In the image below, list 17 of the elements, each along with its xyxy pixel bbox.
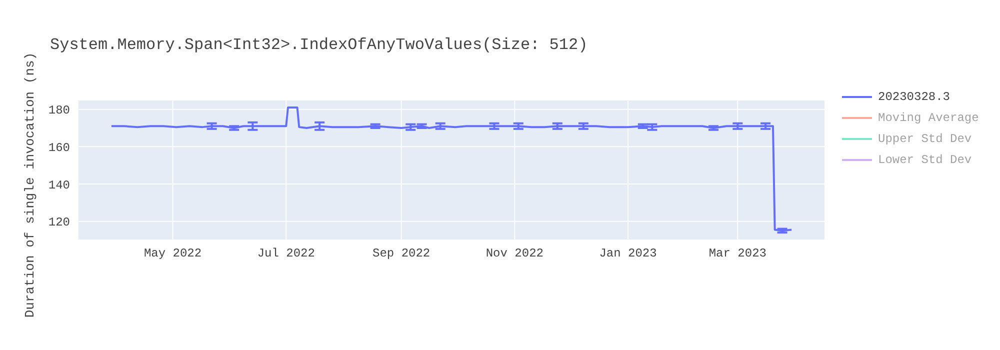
y-tick-label: 120: [48, 216, 70, 230]
x-tick-label: Sep 2022: [372, 246, 430, 261]
legend-label: Upper Std Dev: [878, 132, 972, 146]
line-series: [110, 106, 793, 232]
y-tick-label: 180: [48, 104, 70, 118]
x-tick-label: Mar 2023: [708, 246, 766, 261]
y-tick-label: 160: [48, 140, 70, 155]
y-axis-title: Duration of single invocation (ns): [22, 52, 38, 318]
x-tick-label: Nov 2022: [486, 246, 544, 261]
chart-title: System.Memory.Span<Int32>.IndexOfAnyTwoValues(Size: 512): [50, 36, 588, 54]
x-tick-label: Jan 2023: [599, 246, 657, 261]
legend-label: Lower Std Dev: [878, 152, 972, 166]
x-tick-label: Jul 2022: [257, 246, 315, 261]
legend-label: 20230328.3: [878, 90, 950, 104]
legend-label: Moving Average: [878, 110, 979, 124]
x-tick-label: May 2022: [144, 246, 202, 261]
y-tick-label: 140: [48, 178, 70, 192]
